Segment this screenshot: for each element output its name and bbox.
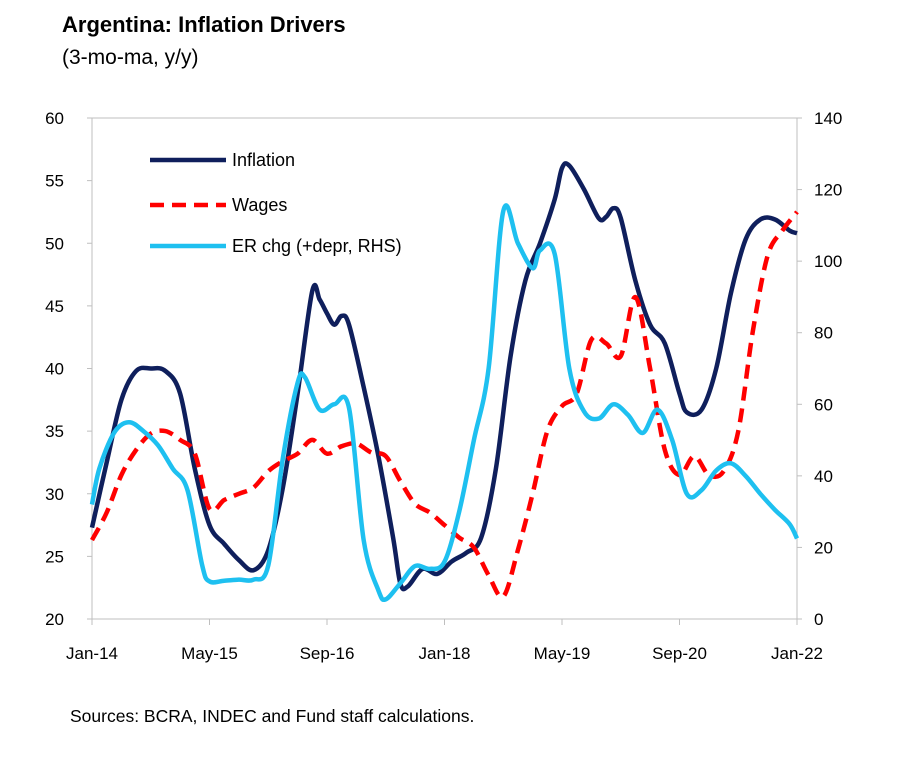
y-left-tick-label: 60 bbox=[45, 109, 64, 128]
y-left-tick-label: 35 bbox=[45, 422, 64, 441]
y-right-tick-label: 140 bbox=[814, 109, 842, 128]
chart-title: Argentina: Inflation Drivers bbox=[62, 12, 346, 37]
x-tick-label: May-15 bbox=[181, 644, 238, 663]
legend-label-wages: Wages bbox=[232, 195, 287, 215]
legend-label-er-chg-depr-rhs: ER chg (+depr, RHS) bbox=[232, 236, 402, 256]
x-tick-label: Jan-18 bbox=[419, 644, 471, 663]
x-tick-label: Jan-14 bbox=[66, 644, 118, 663]
y-right-tick-label: 0 bbox=[814, 610, 823, 629]
y-right-tick-label: 20 bbox=[814, 538, 833, 557]
y-left-tick-label: 55 bbox=[45, 172, 64, 191]
y-right-tick-label: 60 bbox=[814, 395, 833, 414]
chart-source: Sources: BCRA, INDEC and Fund staff calc… bbox=[70, 706, 475, 726]
x-tick-label: May-19 bbox=[534, 644, 591, 663]
y-left-tick-label: 40 bbox=[45, 360, 64, 379]
x-tick-label: Jan-22 bbox=[771, 644, 823, 663]
y-right-tick-label: 80 bbox=[814, 324, 833, 343]
series-line-inflation bbox=[89, 161, 798, 592]
series-line-er-chg-depr-rhs bbox=[89, 203, 800, 603]
y-left-tick-label: 20 bbox=[45, 610, 64, 629]
y-left-tick-label: 45 bbox=[45, 297, 64, 316]
x-tick-label: Sep-20 bbox=[652, 644, 707, 663]
y-left-tick-label: 30 bbox=[45, 485, 64, 504]
y-right-tick-label: 100 bbox=[814, 252, 842, 271]
y-right-tick-label: 120 bbox=[814, 181, 842, 200]
y-left-tick-label: 25 bbox=[45, 547, 64, 566]
y-right-tick-label: 40 bbox=[814, 467, 833, 486]
legend-label-inflation: Inflation bbox=[232, 150, 295, 170]
chart-plot: 20 25 30 35 40 45 50 55 60 0 20 40 60 80 100 120 140 Jan-… bbox=[45, 109, 842, 663]
y-left-tick-label: 50 bbox=[45, 234, 64, 253]
chart-subtitle: (3-mo-ma, y/y) bbox=[62, 46, 199, 69]
x-tick-label: Sep-16 bbox=[300, 644, 355, 663]
